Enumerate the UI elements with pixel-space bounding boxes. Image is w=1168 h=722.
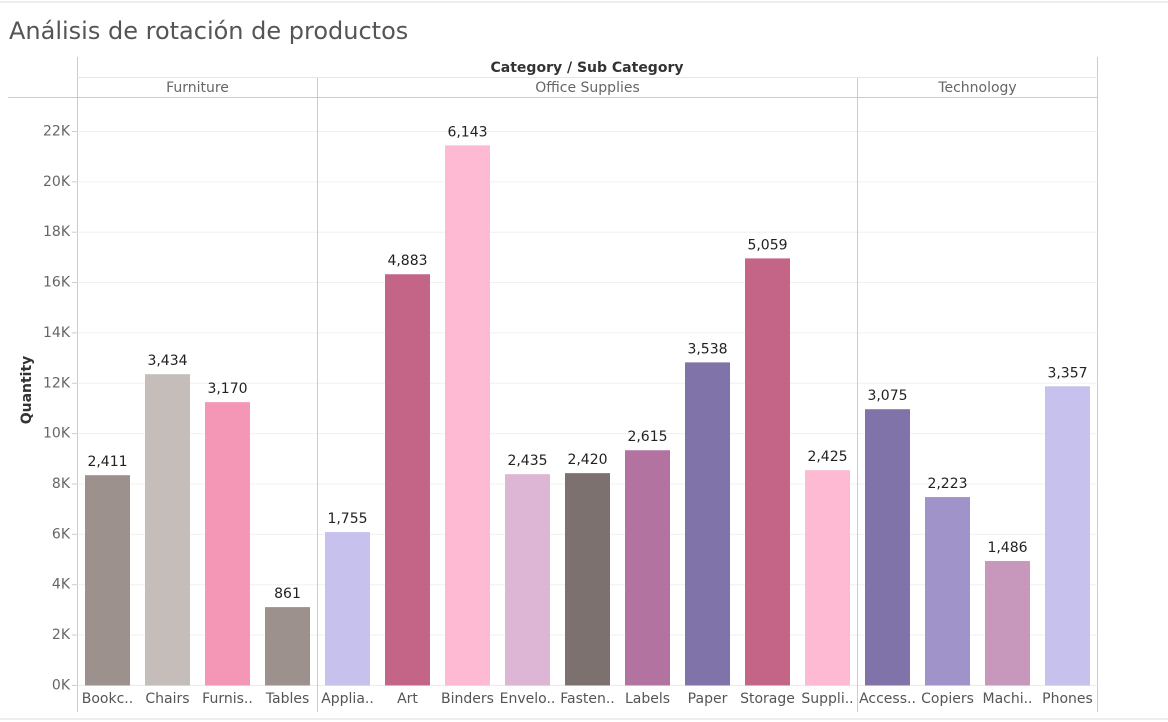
x-tick-label: Labels: [625, 691, 670, 707]
bar: [985, 561, 1030, 686]
y-tick-label: 4K: [52, 577, 71, 593]
x-tick-label: Machi..: [982, 691, 1032, 707]
data-label: 2,435: [507, 453, 547, 469]
group-label: Office Supplies: [535, 80, 640, 96]
bar: [505, 474, 550, 686]
data-label: 2,425: [807, 449, 847, 465]
x-tick-label: Chairs: [145, 691, 189, 707]
y-tick-label: 20K: [43, 174, 71, 190]
bar: [925, 497, 970, 686]
bar: [1045, 386, 1090, 686]
bar: [145, 374, 190, 686]
x-tick-label: Fasten..: [560, 691, 615, 707]
y-tick-label: 16K: [43, 275, 71, 291]
bar: [265, 607, 310, 686]
bar: [325, 532, 370, 686]
x-tick-label: Phones: [1042, 691, 1093, 707]
data-label: 861: [274, 586, 301, 602]
x-tick-label: Envelo..: [500, 691, 556, 707]
group-label: Furniture: [166, 80, 229, 96]
data-label: 3,538: [687, 341, 727, 357]
data-label: 2,615: [627, 429, 667, 445]
group-label: Technology: [937, 80, 1016, 96]
y-tick-label: 2K: [52, 627, 71, 643]
data-label: 1,486: [987, 540, 1027, 556]
data-label: 6,143: [447, 124, 487, 140]
bar: [385, 274, 430, 686]
y-tick-label: 10K: [43, 426, 71, 442]
x-tick-label: Access..: [859, 691, 916, 707]
x-tick-label: Bookc..: [82, 691, 133, 707]
x-tick-label: Tables: [265, 691, 310, 707]
y-tick-label: 22K: [43, 123, 71, 139]
data-label: 1,755: [327, 511, 367, 527]
chart-title: Análisis de rotación de productos: [9, 17, 408, 45]
y-tick-label: 8K: [52, 476, 71, 492]
data-label: 5,059: [747, 237, 787, 253]
bar: [565, 473, 610, 686]
x-tick-label: Storage: [740, 691, 795, 707]
bar: [85, 475, 130, 686]
data-label: 2,420: [567, 452, 607, 468]
x-tick-label: Binders: [441, 691, 494, 707]
data-label: 2,223: [927, 476, 967, 492]
y-tick-label: 12K: [43, 375, 71, 391]
header-title: Category / Sub Category: [491, 60, 684, 76]
bar: [805, 470, 850, 686]
bar: [745, 258, 790, 686]
x-tick-label: Copiers: [921, 691, 974, 707]
bar: [685, 362, 730, 686]
bar: [445, 145, 490, 686]
x-tick-label: Suppli..: [801, 691, 853, 707]
data-label: 3,434: [147, 353, 187, 369]
x-tick-label: Paper: [688, 691, 728, 707]
x-tick-label: Applia..: [321, 691, 374, 707]
y-axis-label: Quantity: [19, 356, 35, 425]
y-tick-label: 0K: [52, 677, 71, 693]
y-tick-label: 6K: [52, 526, 71, 542]
data-label: 3,357: [1047, 365, 1087, 381]
x-tick-label: Art: [397, 691, 418, 707]
x-tick-label: Furnis..: [202, 691, 253, 707]
data-label: 3,170: [207, 381, 247, 397]
data-label: 3,075: [867, 388, 907, 404]
bar: [865, 409, 910, 686]
data-label: 4,883: [387, 253, 427, 269]
y-tick-label: 18K: [43, 224, 71, 240]
y-tick-label: 14K: [43, 325, 71, 341]
bar: [205, 402, 250, 686]
data-label: 2,411: [87, 454, 127, 470]
bar: [625, 450, 670, 686]
